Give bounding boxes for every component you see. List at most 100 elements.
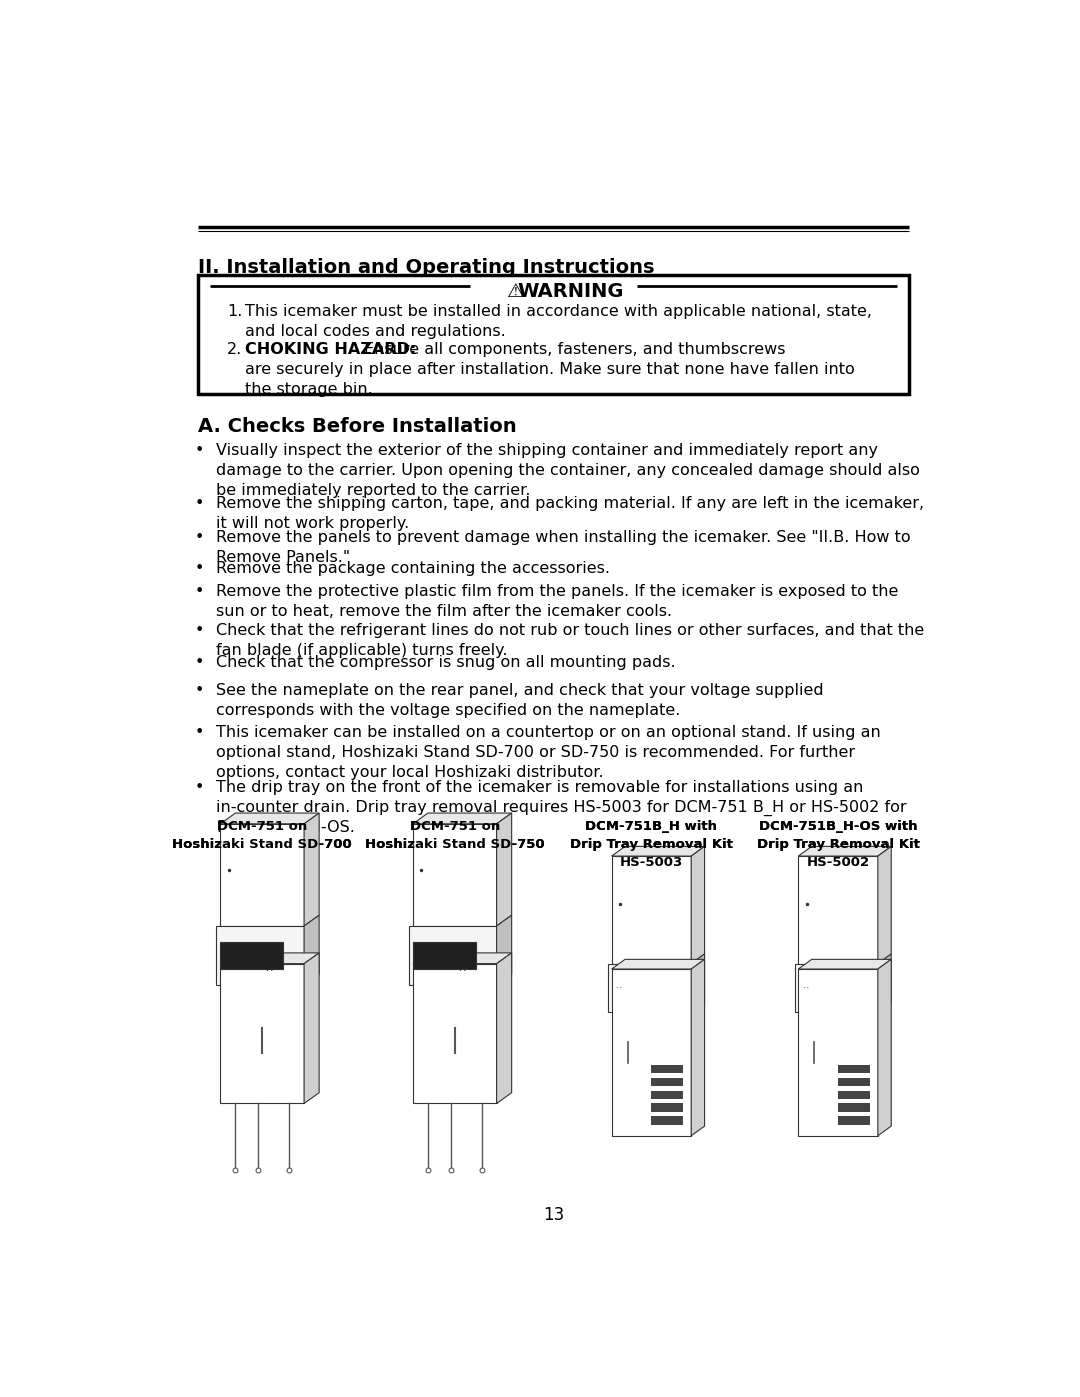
Bar [795,964,878,1011]
Polygon shape [691,954,704,1011]
Text: •: • [195,655,204,671]
Text: HS-5003: HS-5003 [620,856,683,869]
Text: Drip Tray Removal Kit: Drip Tray Removal Kit [757,838,919,851]
Text: DCM-751 on: DCM-751 on [409,820,500,833]
Bar [220,964,305,1104]
Text: ⚠: ⚠ [508,282,525,300]
Text: •: • [195,529,204,545]
Text: HS-5002: HS-5002 [807,856,869,869]
Text: • •: • • [267,968,273,974]
Bar [798,970,878,1136]
Text: DCM-751B_H with: DCM-751B_H with [585,820,717,833]
Bar [838,1104,869,1112]
Text: Remove the protective plastic film from the panels. If the icemaker is exposed t: Remove the protective plastic film from … [216,584,899,599]
Text: be immediately reported to the carrier.: be immediately reported to the carrier. [216,483,530,497]
Polygon shape [220,813,320,824]
Text: • •: • • [459,968,467,974]
Bar [838,1065,869,1073]
Bar [216,926,305,985]
Text: •: • [195,496,204,511]
Text: Hoshizaki Stand SD-700: Hoshizaki Stand SD-700 [173,838,352,851]
Polygon shape [878,847,891,964]
Polygon shape [497,953,512,1104]
Bar [651,1116,684,1125]
Text: • •: • • [802,986,809,990]
Bar [838,1077,869,1087]
Text: 1.: 1. [227,305,242,320]
Text: 13: 13 [543,1206,564,1224]
Text: damage to the carrier. Upon opening the container, any concealed damage should a: damage to the carrier. Upon opening the … [216,462,920,478]
Text: Visually inspect the exterior of the shipping container and immediately report a: Visually inspect the exterior of the shi… [216,443,878,458]
Text: This icemaker can be installed on a countertop or on an optional stand. If using: This icemaker can be installed on a coun… [216,725,881,740]
Polygon shape [497,813,512,926]
Text: •: • [195,443,204,458]
Polygon shape [611,847,704,856]
Bar [651,1091,684,1099]
Text: Check that the compressor is snug on all mounting pads.: Check that the compressor is snug on all… [216,655,676,671]
Bar [413,964,497,1104]
Text: •: • [195,584,204,599]
Bar [413,824,497,926]
Text: 2.: 2. [227,342,242,356]
Text: fan blade (if applicable) turns freely.: fan blade (if applicable) turns freely. [216,643,508,658]
Text: Check that the refrigerant lines do not rub or touch lines or other surfaces, an: Check that the refrigerant lines do not … [216,623,924,637]
Text: Remove the package containing the accessories.: Remove the package containing the access… [216,562,610,577]
Text: II. Installation and Operating Instructions: II. Installation and Operating Instructi… [198,258,654,277]
Text: Remove the panels to prevent damage when installing the icemaker. See "II.B. How: Remove the panels to prevent damage when… [216,529,910,545]
Polygon shape [611,960,704,970]
Text: DCM-751 on: DCM-751 on [217,820,308,833]
Text: are securely in place after installation. Make sure that none have fallen into: are securely in place after installation… [245,362,855,377]
Text: A. Checks Before Installation: A. Checks Before Installation [198,418,516,436]
Text: DCM-751B_H-OS.: DCM-751B_H-OS. [216,820,355,835]
Text: Drip Tray Removal Kit: Drip Tray Removal Kit [757,838,919,851]
Bar [651,1104,684,1112]
Polygon shape [497,915,512,985]
Bar [611,856,691,964]
Bar [220,824,305,926]
Text: corresponds with the voltage specified on the nameplate.: corresponds with the voltage specified o… [216,703,680,718]
Bar [838,1116,869,1125]
Bar [798,856,878,964]
Text: DCM-751B_H with: DCM-751B_H with [585,820,717,833]
Polygon shape [878,960,891,1136]
Text: DCM-751 on: DCM-751 on [409,820,500,833]
Polygon shape [413,953,512,964]
Text: •: • [195,623,204,637]
Polygon shape [305,953,320,1104]
Text: See the nameplate on the rear panel, and check that your voltage supplied: See the nameplate on the rear panel, and… [216,683,824,698]
Polygon shape [691,847,704,964]
Text: Hoshizaki Stand SD-700: Hoshizaki Stand SD-700 [173,838,352,851]
Text: optional stand, Hoshizaki Stand SD-700 or SD-750 is recommended. For further: optional stand, Hoshizaki Stand SD-700 o… [216,745,855,760]
Bar [608,964,691,1011]
Bar [838,1091,869,1099]
Text: Drip Tray Removal Kit: Drip Tray Removal Kit [570,838,733,851]
Text: •: • [195,562,204,577]
Text: Remove the shipping carton, tape, and packing material. If any are left in the i: Remove the shipping carton, tape, and pa… [216,496,924,511]
Text: DCM-751 on: DCM-751 on [217,820,308,833]
Polygon shape [413,813,512,824]
Text: •: • [195,683,204,698]
Polygon shape [305,813,320,926]
Polygon shape [691,960,704,1136]
Polygon shape [798,847,891,856]
Text: HS-5002: HS-5002 [807,856,869,869]
Text: •: • [195,725,204,740]
Text: • •: • • [616,986,622,990]
Text: This icemaker must be installed in accordance with applicable national, state,: This icemaker must be installed in accor… [245,305,873,320]
Text: •: • [195,780,204,795]
Text: Ensure all components, fasteners, and thumbscrews: Ensure all components, fasteners, and th… [364,342,786,356]
Bar [198,275,909,394]
Text: in-counter drain. Drip tray removal requires HS-5003 for DCM-751 B_H or HS-5002 : in-counter drain. Drip tray removal requ… [216,799,907,816]
Text: and local codes and regulations.: and local codes and regulations. [245,324,507,339]
Text: the storage bin.: the storage bin. [245,381,374,397]
Polygon shape [878,954,891,1011]
Text: The drip tray on the front of the icemaker is removable for installations using : The drip tray on the front of the icemak… [216,780,864,795]
Text: DCM-751B_H-OS with: DCM-751B_H-OS with [759,820,917,833]
Polygon shape [220,953,320,964]
Bar [651,1077,684,1087]
Text: sun or to heat, remove the film after the icemaker cools.: sun or to heat, remove the film after th… [216,604,673,619]
Text: Hoshizaki Stand SD-750: Hoshizaki Stand SD-750 [365,838,544,851]
Text: options, contact your local Hoshizaki distributor.: options, contact your local Hoshizaki di… [216,764,604,780]
Polygon shape [798,960,891,970]
Text: it will not work properly.: it will not work properly. [216,515,409,531]
